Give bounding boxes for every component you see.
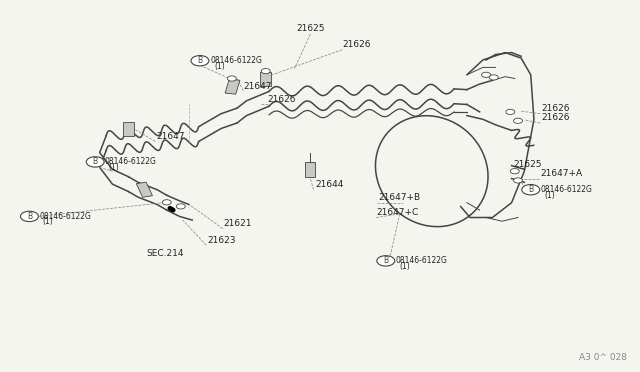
Text: (1): (1): [214, 62, 225, 71]
Text: 08146-6122G: 08146-6122G: [396, 256, 447, 265]
Text: 08146-6122G: 08146-6122G: [39, 212, 91, 221]
Text: 21647+A: 21647+A: [540, 169, 582, 178]
Circle shape: [191, 55, 209, 66]
Bar: [124, 122, 134, 136]
Text: (1): (1): [544, 191, 555, 200]
Text: 21625: 21625: [296, 24, 324, 33]
Circle shape: [489, 75, 498, 80]
Circle shape: [522, 185, 540, 195]
Text: B: B: [93, 157, 98, 166]
Circle shape: [261, 68, 270, 74]
Circle shape: [227, 76, 236, 81]
Text: 21621: 21621: [223, 219, 252, 228]
Bar: [260, 72, 271, 86]
Text: 08146-6122G: 08146-6122G: [540, 185, 592, 194]
Text: B: B: [197, 56, 202, 65]
Text: 21647: 21647: [243, 82, 272, 91]
Text: 21625: 21625: [513, 160, 542, 169]
Circle shape: [377, 256, 395, 266]
Text: 21626: 21626: [541, 113, 570, 122]
Circle shape: [86, 157, 104, 167]
Bar: [305, 162, 315, 177]
Text: 21623: 21623: [207, 236, 236, 245]
Text: 08146-6122G: 08146-6122G: [210, 56, 262, 65]
Bar: [136, 182, 152, 197]
Text: 21647: 21647: [157, 132, 185, 141]
Text: 21626: 21626: [541, 104, 570, 113]
Circle shape: [163, 200, 172, 205]
Text: 08146-6122G: 08146-6122G: [105, 157, 157, 166]
Text: (1): (1): [43, 218, 54, 227]
Text: 21647+C: 21647+C: [376, 208, 419, 217]
Circle shape: [481, 72, 490, 77]
Circle shape: [20, 211, 38, 222]
Text: B: B: [383, 256, 388, 265]
Text: (1): (1): [109, 163, 120, 172]
Circle shape: [506, 109, 515, 115]
Text: 21644: 21644: [315, 180, 343, 189]
Text: 21626: 21626: [342, 40, 371, 49]
Text: SEC.214: SEC.214: [147, 248, 184, 258]
Text: B: B: [27, 212, 32, 221]
Text: (1): (1): [399, 262, 410, 271]
Circle shape: [510, 169, 519, 174]
Circle shape: [513, 118, 522, 124]
Circle shape: [176, 204, 185, 209]
Text: A3 0^ 028: A3 0^ 028: [579, 353, 627, 362]
Bar: [225, 79, 240, 94]
Text: B: B: [528, 185, 533, 194]
Circle shape: [513, 178, 522, 183]
Text: 21647+B: 21647+B: [379, 193, 421, 202]
Text: 21626: 21626: [268, 94, 296, 103]
